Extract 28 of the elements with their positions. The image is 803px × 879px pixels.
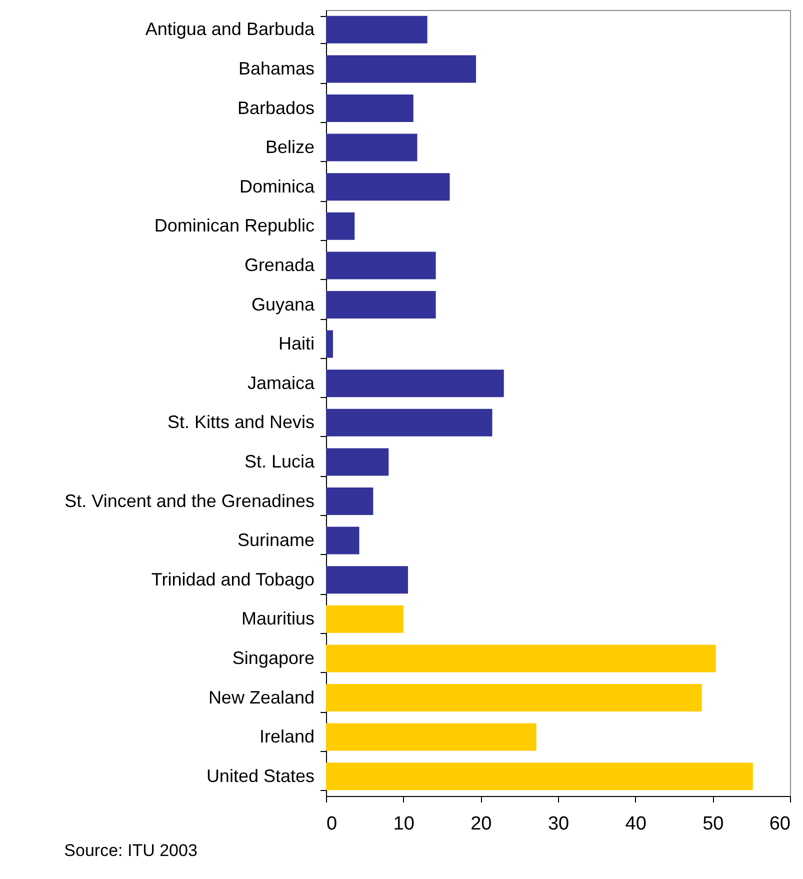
- y-tick-label: Bahamas: [238, 58, 314, 78]
- y-tick-label: St. Kitts and Nevis: [167, 412, 314, 432]
- y-tick-label: Haiti: [278, 334, 314, 354]
- y-tick-label: New Zealand: [208, 687, 314, 708]
- x-tick-label: 10: [393, 814, 414, 834]
- y-tick-label: Ireland: [259, 726, 314, 747]
- y-tick-label: Dominican Republic: [154, 216, 314, 236]
- x-tick-label: 0: [326, 814, 338, 834]
- y-tick-label: St. Vincent and the Grenadines: [64, 490, 314, 511]
- y-tick-label: Jamaica: [247, 372, 316, 393]
- x-tick-label: 50: [702, 814, 724, 834]
- x-tick-label: 60: [769, 814, 790, 834]
- y-tick-label: Dominica: [239, 176, 316, 196]
- y-tick-label: St. Lucia: [244, 451, 316, 472]
- x-tick-label: 40: [625, 814, 646, 834]
- y-tick-label: Mauritius: [241, 608, 314, 629]
- y-tick-label: United States: [206, 766, 314, 786]
- y-tick-label: Grenada: [244, 254, 316, 275]
- y-tick-label: Guyana: [251, 294, 316, 314]
- y-tick-label: Belize: [265, 137, 314, 158]
- y-tick-label: Singapore: [232, 648, 314, 668]
- x-tick-label: 20: [470, 814, 492, 834]
- y-tick-label: Suriname: [237, 530, 314, 550]
- source-note: Source: ITU 2003: [64, 841, 198, 860]
- x-tick-label: 30: [548, 814, 570, 834]
- y-tick-label: Barbados: [237, 98, 314, 118]
- y-tick-label: Trinidad and Tobago: [151, 569, 314, 590]
- y-tick-label: Antigua and Barbuda: [145, 19, 316, 40]
